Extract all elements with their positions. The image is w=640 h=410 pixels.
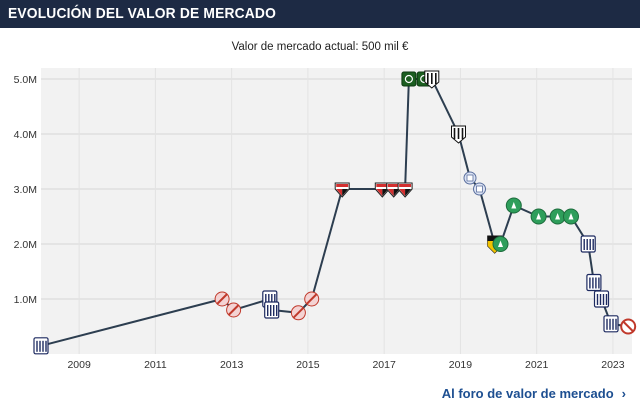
data-point-chape-crest-icon[interactable] [505, 197, 522, 214]
data-point-saopaulo-crest-icon[interactable] [397, 182, 413, 198]
series-line [40, 78, 629, 347]
section-header: EVOLUCIÓN DEL VALOR DE MERCADO [0, 0, 640, 28]
data-point-rayo-crest-icon[interactable] [290, 305, 306, 321]
data-point-alianza-crest-icon[interactable] [593, 290, 610, 308]
data-point-palmeiras-crest-icon[interactable] [401, 71, 417, 87]
x-tick-label: 2023 [601, 359, 625, 371]
data-point-rayo-crest-icon[interactable] [226, 302, 242, 318]
data-point-alianza-crest-icon[interactable] [264, 301, 280, 319]
data-point-alianza-crest-icon[interactable] [580, 235, 596, 253]
y-tick-label: 4.0M [14, 129, 37, 141]
data-point-rayo-crest-icon[interactable] [304, 291, 320, 307]
data-point-chape-crest-icon[interactable] [492, 236, 509, 252]
data-point-alianza-crest-icon[interactable] [33, 337, 49, 355]
market-value-forum-link[interactable]: Al foro de valor de mercado › [442, 386, 626, 401]
data-point-alianza-crest-icon[interactable] [586, 273, 602, 292]
data-point-chape-crest-icon[interactable] [563, 208, 579, 225]
x-tick-label: 2015 [296, 359, 320, 371]
data-point-alianza-crest-icon[interactable] [603, 315, 619, 333]
data-points[interactable] [33, 70, 637, 355]
data-point-saopaulo-crest-icon[interactable] [334, 182, 350, 198]
data-point-chape-crest-icon[interactable] [530, 208, 547, 225]
data-point-rayo-crest-icon[interactable] [214, 291, 230, 307]
forum-link-label: Al foro de valor de mercado [441, 386, 614, 401]
x-tick-label: 2021 [525, 359, 549, 371]
data-point-chape-crest-icon[interactable] [549, 208, 566, 225]
x-tick-label: 2017 [372, 359, 396, 371]
x-tick-label: 2013 [220, 359, 244, 371]
chart-subtitle: Valor de mercado actual: 500 mil € [231, 41, 409, 53]
data-point-sin-club-crest-icon[interactable] [620, 318, 637, 335]
y-tick-label: 3.0M [14, 184, 37, 196]
x-tick-label: 2009 [67, 359, 91, 371]
x-axis-ticks: 2009 2011 2013 2015 2017 2019 2021 2023 [67, 359, 624, 371]
data-point-santos-crest-icon[interactable] [451, 125, 466, 144]
y-tick-label: 1.0M [14, 294, 37, 306]
chevron-right-icon: › [621, 386, 626, 401]
y-axis-ticks: 1.0M 2.0M 3.0M 4.0M 5.0M [14, 74, 37, 306]
y-tick-label: 2.0M [14, 239, 37, 251]
y-tick-label: 5.0M [14, 74, 37, 86]
x-tick-label: 2011 [144, 359, 167, 371]
x-tick-label: 2019 [449, 359, 473, 371]
data-point-sanmartin-crest-icon[interactable] [463, 171, 477, 185]
section-title: EVOLUCIÓN DEL VALOR DE MERCADO [8, 5, 276, 22]
market-value-chart: 1.0M 2.0M 3.0M 4.0M 5.0M 2009 2011 2013 2015 201… [14, 68, 637, 371]
data-point-sanmartin-crest-icon[interactable] [473, 182, 486, 196]
data-point-santos-crest-icon[interactable] [424, 70, 440, 89]
